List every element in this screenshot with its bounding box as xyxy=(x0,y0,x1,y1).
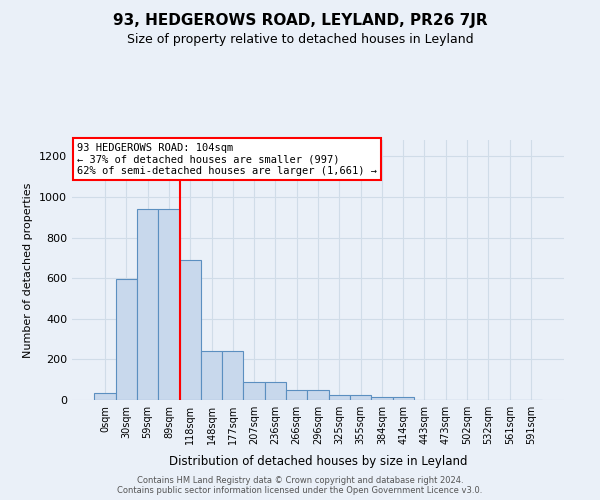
Bar xyxy=(329,395,350,400)
Bar xyxy=(94,393,116,400)
Text: Contains HM Land Registry data © Crown copyright and database right 2024.
Contai: Contains HM Land Registry data © Crown c… xyxy=(118,476,482,495)
X-axis label: Distribution of detached houses by size in Leyland: Distribution of detached houses by size … xyxy=(169,456,467,468)
Text: 93, HEDGEROWS ROAD, LEYLAND, PR26 7JR: 93, HEDGEROWS ROAD, LEYLAND, PR26 7JR xyxy=(113,12,487,28)
Bar xyxy=(350,395,371,400)
Bar xyxy=(307,390,329,400)
Text: 93 HEDGEROWS ROAD: 104sqm
← 37% of detached houses are smaller (997)
62% of semi: 93 HEDGEROWS ROAD: 104sqm ← 37% of detac… xyxy=(77,142,377,176)
Bar xyxy=(244,382,265,400)
Bar xyxy=(286,390,307,400)
Bar xyxy=(137,209,158,400)
Bar xyxy=(222,351,244,400)
Y-axis label: Number of detached properties: Number of detached properties xyxy=(23,182,34,358)
Bar xyxy=(158,209,179,400)
Bar xyxy=(179,260,201,400)
Bar xyxy=(201,351,222,400)
Bar xyxy=(116,279,137,400)
Bar xyxy=(265,382,286,400)
Text: Size of property relative to detached houses in Leyland: Size of property relative to detached ho… xyxy=(127,32,473,46)
Bar xyxy=(392,397,414,400)
Bar xyxy=(371,397,392,400)
